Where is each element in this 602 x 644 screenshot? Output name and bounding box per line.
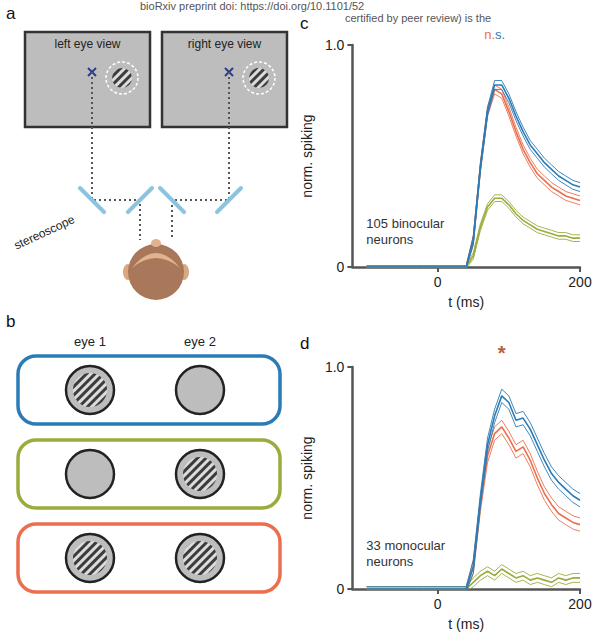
svg-text:200: 200 xyxy=(568,274,592,290)
svg-text:33 monocular: 33 monocular xyxy=(366,538,445,553)
svg-text:neurons: neurons xyxy=(366,232,413,247)
svg-text:norm. spiking: norm. spiking xyxy=(299,114,315,197)
svg-text:1.0: 1.0 xyxy=(325,359,345,375)
svg-text:stereoscope: stereoscope xyxy=(12,212,77,252)
svg-text:t (ms): t (ms) xyxy=(448,616,484,632)
svg-text:neurons: neurons xyxy=(366,554,413,569)
svg-text:0: 0 xyxy=(434,274,442,290)
svg-text:105 binocular: 105 binocular xyxy=(366,216,445,231)
html-text:b: b xyxy=(6,312,16,331)
html-text:d: d xyxy=(300,334,310,353)
html-text:bioRxiv preprint doi: https://: bioRxiv preprint doi: https://doi.org/10… xyxy=(140,0,365,12)
svg-text:right eye view: right eye view xyxy=(188,37,262,51)
svg-text:200: 200 xyxy=(568,596,592,612)
svg-text:0: 0 xyxy=(337,581,345,597)
svg-text:s.: s. xyxy=(495,27,505,42)
html-text:a: a xyxy=(6,4,16,23)
svg-text:n.: n. xyxy=(484,27,495,42)
svg-text:0: 0 xyxy=(434,596,442,612)
svg-text:0: 0 xyxy=(337,259,345,275)
svg-text:eye 2: eye 2 xyxy=(184,334,216,349)
html-text:certified by peer review) is t: certified by peer review) is the xyxy=(345,12,492,24)
html-text:c: c xyxy=(300,14,309,33)
svg-text:eye 1: eye 1 xyxy=(74,334,106,349)
svg-text:*: * xyxy=(498,342,506,364)
svg-text:1.0: 1.0 xyxy=(325,37,345,53)
svg-text:norm. spiking: norm. spiking xyxy=(299,436,315,519)
svg-text:left eye view: left eye view xyxy=(54,37,120,51)
svg-text:t (ms): t (ms) xyxy=(448,294,484,310)
